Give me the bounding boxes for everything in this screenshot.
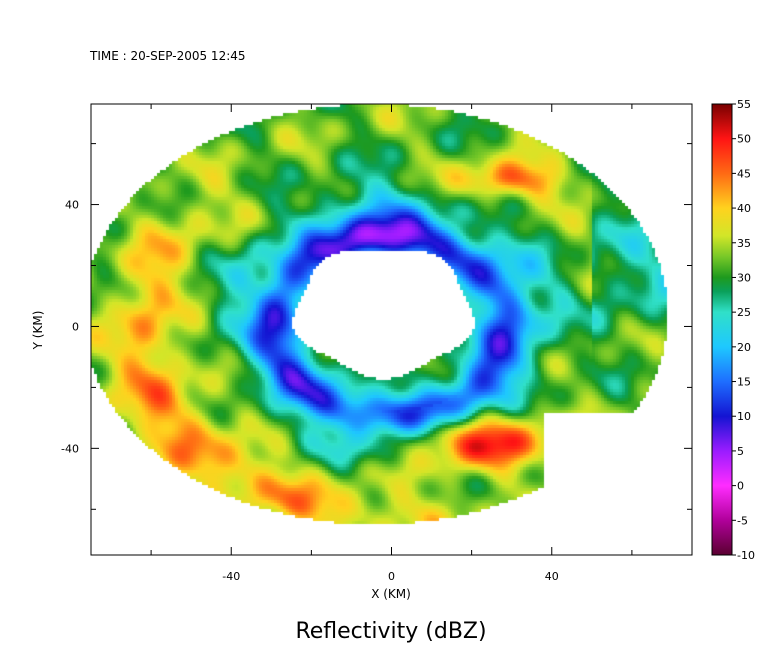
colorbar-tick-label: 35 [737,237,751,250]
colorbar-tick-label: 10 [737,410,751,423]
colorbar-tick-label: 15 [737,376,751,389]
colorbar-tick-label: -10 [737,549,755,562]
y-tick-label: 40 [65,199,79,212]
chart-title: Reflectivity (dBZ) [295,619,486,644]
colorbar-tick-label: 5 [737,445,744,458]
x-tick-label: -40 [222,570,240,583]
x-tick-label: 40 [545,570,559,583]
heatmap-field [91,104,692,555]
colorbar-tick-label: -5 [737,514,748,527]
colorbar-tick-label: 40 [737,202,751,215]
colorbar-tick-label: 20 [737,341,751,354]
colorbar-tick-label: 0 [737,480,744,493]
x-axis-label: X (KM) [371,587,411,601]
colorbar-tick-label: 55 [737,98,751,111]
x-tick-label: 0 [388,570,395,583]
axis-ticks: -40 0 40 40 0 -40 [61,104,692,583]
y-axis-label: Y (KM) [31,311,45,351]
colorbar-tick-label: 45 [737,167,751,180]
y-tick-label: -40 [61,442,79,455]
colorbar [711,103,733,556]
colorbar-tick-label: 25 [737,306,751,319]
colorbar-tick-label: 50 [737,133,751,146]
y-tick-label: 0 [72,320,79,333]
colorbar-tick-label: 30 [737,271,751,284]
timestamp-label: TIME : 20-SEP-2005 12:45 [89,49,246,63]
